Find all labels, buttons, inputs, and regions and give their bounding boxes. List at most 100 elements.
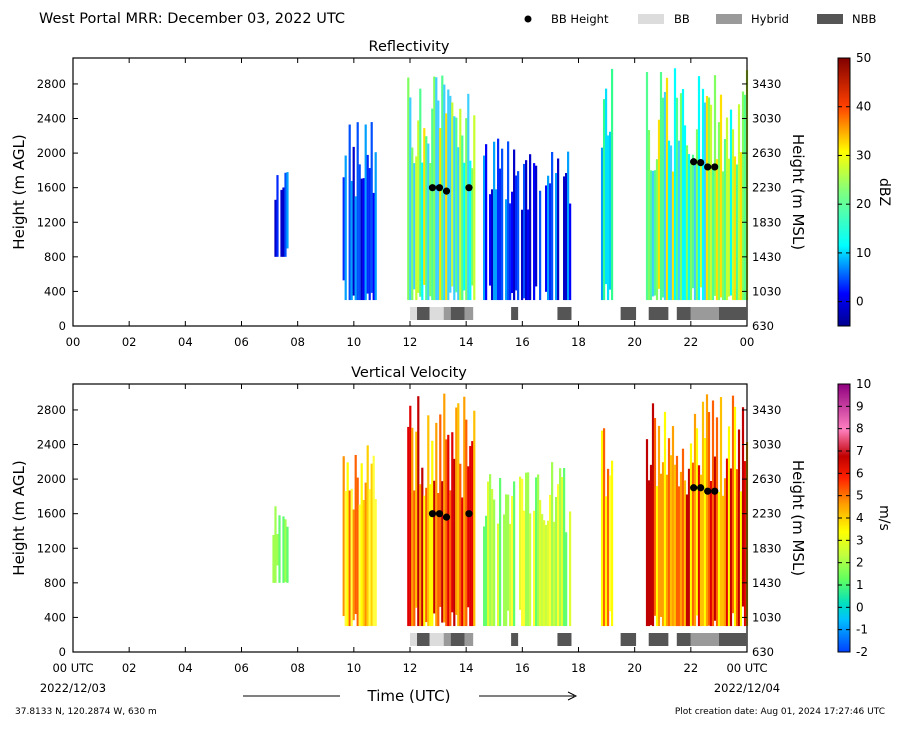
echo-strip [282, 516, 285, 583]
legend-label-bb-height: BB Height [551, 12, 609, 26]
echo-strip [523, 163, 526, 299]
echo-strip [467, 93, 470, 301]
echo-strip [525, 160, 528, 301]
legend-label-nbb: NBB [852, 12, 876, 26]
echo-strip [610, 68, 614, 301]
echo-strip [509, 523, 512, 627]
echo-strip [699, 474, 703, 627]
echo-strip [739, 152, 743, 301]
echo-strip [731, 395, 735, 614]
y-tick-label-left: 2800 [37, 77, 66, 91]
bb-height-point [704, 163, 712, 171]
echo-strip [471, 168, 474, 286]
echo-strip [675, 97, 679, 301]
echo-strip [360, 463, 363, 627]
echo-strip [525, 472, 528, 627]
echo-strip [469, 160, 472, 301]
ylabel-left-bottom: Height (m AGL) [10, 460, 28, 575]
echo-strip [697, 76, 701, 301]
echo-strip [721, 171, 725, 301]
echo-strip [655, 159, 659, 301]
legend-swatch-bb [638, 14, 664, 24]
echo-strip [606, 135, 610, 301]
echo-strip [409, 405, 412, 627]
panel-vertical-velocity: 0 400 800 1200 1600 2000 2400 2800 630 1030 1430 18… [37, 383, 781, 675]
echo-strip [517, 171, 520, 301]
echo-strip [727, 158, 731, 297]
bb-type-cell-nbb [417, 307, 430, 320]
bb-type-cell-bb [410, 307, 418, 320]
echo-strip [356, 477, 359, 627]
echo-strip [409, 97, 412, 301]
echo-strip [513, 149, 516, 301]
echo-strip [282, 187, 285, 257]
echo-strip [374, 152, 377, 301]
echo-strip [485, 515, 488, 627]
echo-strip [549, 183, 552, 301]
echo-strip [423, 495, 426, 627]
ylabel-right-bottom: Height (m MSL) [789, 460, 807, 576]
echo-strip [368, 489, 371, 627]
bb-type-cell-hybrid [443, 633, 451, 646]
bb-type-cell-bb [410, 633, 418, 646]
colorbar-tick-label: 4 [856, 511, 864, 525]
echo-strip [569, 511, 572, 627]
echo-segment [342, 445, 377, 627]
colorbar-tick-label: 6 [856, 466, 864, 480]
bb-height-point [428, 184, 437, 192]
echo-strip [413, 490, 416, 627]
x-tick-label: 16 [515, 335, 530, 349]
echo-strip [681, 88, 685, 301]
ylabel-right-top: Height (m MSL) [789, 134, 807, 250]
echo-strip [523, 510, 526, 627]
echo-strip [429, 162, 432, 297]
bb-type-cell-nbb [648, 633, 669, 646]
legend-swatch-hybrid [716, 14, 742, 24]
bb-type-cell-bb [429, 307, 444, 320]
echo-strip [471, 441, 474, 627]
echo-strip [669, 455, 673, 627]
echo-strip [463, 396, 466, 627]
echo-strip [671, 426, 675, 627]
echo-strip [665, 77, 669, 301]
echo-strip [495, 189, 498, 301]
echo-strip [743, 461, 747, 627]
echo-strip [449, 490, 452, 627]
echo-strip [415, 156, 418, 301]
echo-strip [286, 526, 289, 583]
echo-strip [707, 97, 711, 301]
echo-strip [417, 120, 420, 293]
echo-strip [655, 486, 659, 627]
echo-strip [497, 138, 500, 301]
echo-strip [733, 156, 737, 301]
bb-type-cell-nbb [648, 307, 669, 320]
echo-strip [461, 135, 464, 301]
echo-segment [342, 122, 377, 301]
echo-segment [407, 393, 476, 627]
echo-strip [529, 154, 532, 301]
bb-type-cell-nbb [676, 307, 691, 320]
echo-strip [437, 100, 440, 301]
echo-strip [725, 117, 729, 301]
echo-strip [370, 122, 373, 293]
echo-strip [663, 411, 667, 627]
echo-strip [352, 509, 355, 621]
x-tick-label: 20 [627, 661, 642, 675]
bb-height-point [435, 184, 444, 192]
bb-type-cell-bb [429, 633, 444, 646]
echo-strip [689, 160, 693, 301]
footer-created: Plot creation date: Aug 01, 2024 17:27:4… [675, 707, 885, 717]
x-tick-label: 22 [684, 335, 699, 349]
date-right: 2022/12/04 [714, 681, 780, 695]
x-tick-label: 04 [178, 661, 193, 675]
y-tick-label-left: 1200 [37, 541, 66, 555]
echo-strip [667, 438, 671, 627]
x-tick-label: 12 [403, 661, 418, 675]
echo-strip [521, 209, 524, 301]
echo-strip [553, 521, 556, 627]
colorbar-tick-label: -2 [856, 645, 868, 659]
y-tick-label-right: 1830 [752, 541, 781, 555]
echo-strip [278, 515, 281, 583]
echo-strip [539, 500, 542, 627]
echo-strip [657, 119, 661, 289]
